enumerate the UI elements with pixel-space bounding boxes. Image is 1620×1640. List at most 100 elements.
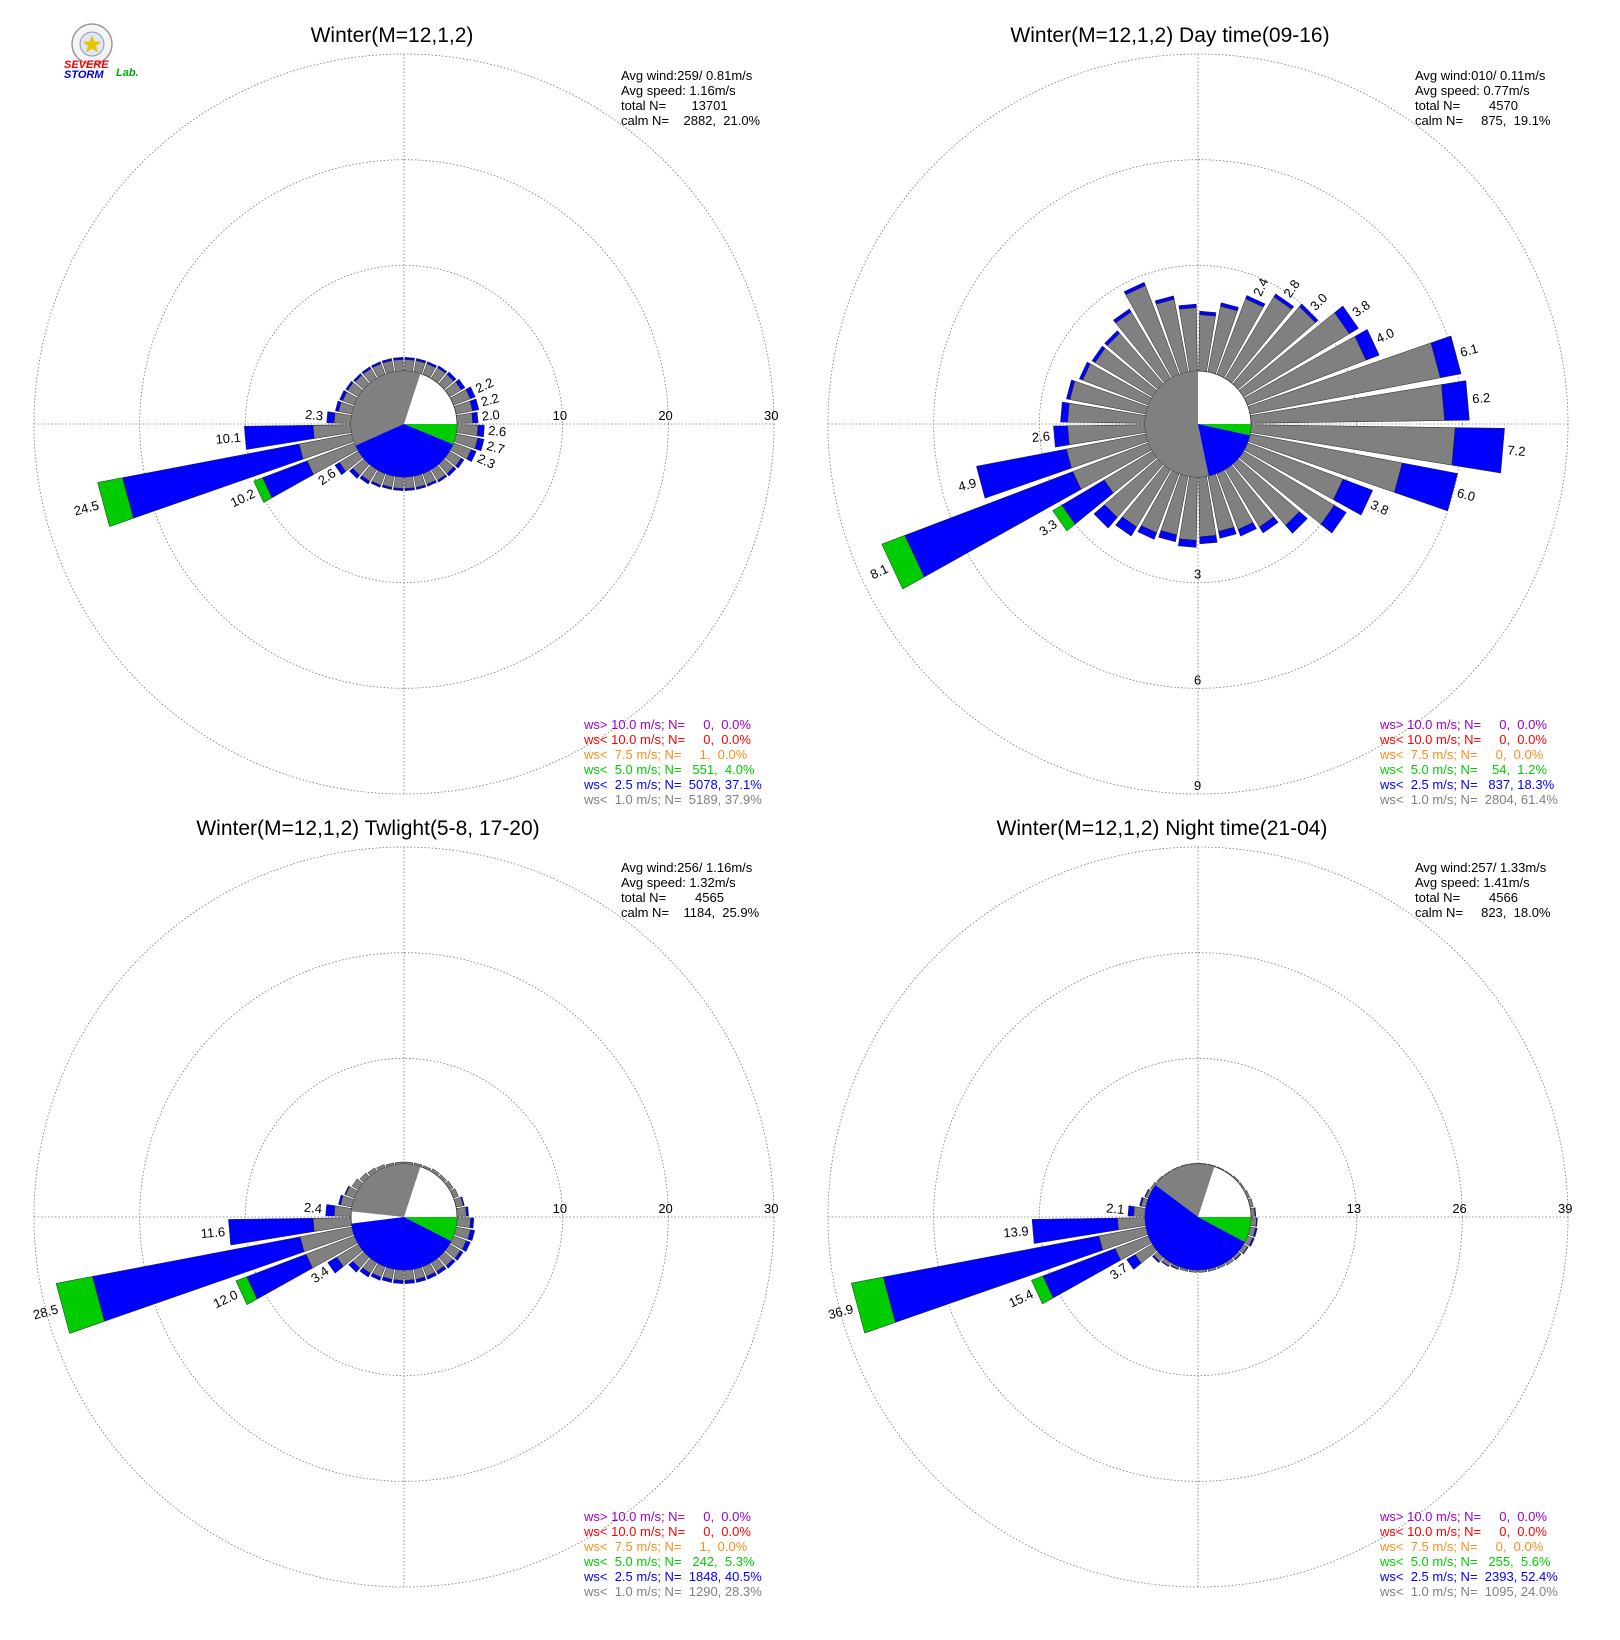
wind-petal: 7.2 bbox=[1250, 424, 1526, 474]
petal-segment-lt2-5 bbox=[327, 1256, 344, 1274]
petal-segment-lt2-5 bbox=[460, 1196, 465, 1206]
wind-petal bbox=[1198, 476, 1218, 545]
logo-text-lab: Lab. bbox=[116, 67, 139, 79]
petal-segment-lt2-5 bbox=[415, 358, 427, 364]
wind-petal: 2.8 bbox=[1224, 277, 1303, 384]
petal-segment-lt2-5 bbox=[1161, 1260, 1170, 1268]
stats-line: total N= 13701 bbox=[621, 98, 728, 113]
petal-segment-lt1 bbox=[404, 359, 415, 372]
wind-petal bbox=[339, 390, 359, 406]
petal-segment-lt1 bbox=[393, 1269, 404, 1281]
wind-rose-panel: 3692.42.83.03.84.06.16.27.26.03.83.38.14… bbox=[827, 24, 1569, 807]
petal-value-label: 2.4 bbox=[1250, 276, 1271, 299]
legend-entry: ws< 7.5 m/s; N= 0, 0.0% bbox=[1379, 1539, 1544, 1554]
wind-petal bbox=[438, 458, 457, 477]
wind-petal bbox=[1207, 302, 1239, 375]
petal-value-label: 10.1 bbox=[215, 430, 242, 447]
petal-segment-lt2-5 bbox=[465, 1206, 469, 1217]
stats-line: Avg wind:259/ 0.81m/s bbox=[621, 68, 753, 83]
calm-slice-lt5 bbox=[1198, 424, 1251, 436]
petal-segment-lt2-5 bbox=[359, 475, 371, 485]
logo-text-storm: STORM bbox=[64, 69, 104, 81]
wind-petal: 4.0 bbox=[1243, 325, 1396, 406]
wind-petal: 3.4 bbox=[308, 1243, 364, 1286]
wind-petal bbox=[349, 458, 370, 479]
petal-segment-lt2-5 bbox=[348, 1260, 361, 1273]
petal-segment-lt2-5 bbox=[445, 1258, 456, 1269]
wind-petal: 6.1 bbox=[1247, 335, 1480, 415]
wind-petal: 28.5 bbox=[31, 1226, 355, 1334]
legend-entry: ws< 10.0 m/s; N= 0, 0.0% bbox=[583, 1524, 751, 1539]
petal-segment-lt1 bbox=[393, 359, 404, 372]
wind-petal bbox=[338, 1194, 355, 1208]
petal-value-label: 2.1 bbox=[1106, 1200, 1125, 1217]
logo: SEVERE STORM Lab. bbox=[64, 23, 139, 81]
petal-segment-lt1 bbox=[456, 1217, 472, 1228]
petal-value-label: 2.8 bbox=[1280, 277, 1303, 300]
petal-segment-lt2-5 bbox=[476, 424, 485, 438]
petal-segment-lt2-5 bbox=[1178, 303, 1197, 310]
petal-segment-lt2-5 bbox=[426, 480, 437, 487]
petal-value-label: 12.0 bbox=[211, 1287, 240, 1311]
petal-segment-lt2-5 bbox=[1259, 516, 1279, 534]
wind-petal bbox=[393, 356, 404, 372]
wind-petal bbox=[1216, 469, 1257, 537]
panel-title: Winter(M=12,1,2) Day time(09-16) bbox=[1010, 24, 1329, 47]
petal-segment-lt2-5 bbox=[381, 484, 393, 490]
calm-slice-lt5 bbox=[1198, 1217, 1251, 1243]
wind-petal bbox=[438, 1251, 456, 1269]
wind-petal: 8.1 bbox=[868, 442, 1153, 590]
petal-segment-lt2-5 bbox=[1139, 1197, 1144, 1207]
petal-value-label: 6.2 bbox=[1472, 390, 1491, 407]
petal-segment-lt2-5 bbox=[1115, 516, 1137, 537]
wind-petal: 2.2 bbox=[449, 375, 496, 406]
petal-segment-lt2-5 bbox=[393, 356, 404, 361]
petal-segment-lt2-5 bbox=[1154, 295, 1175, 305]
legend-entry: ws< 2.5 m/s; N= 5078, 37.1% bbox=[583, 777, 762, 792]
petal-segment-lt2-5 bbox=[404, 1279, 415, 1285]
wind-petal bbox=[456, 1206, 469, 1217]
legend-entry: ws< 10.0 m/s; N= 0, 0.0% bbox=[583, 732, 751, 747]
petal-segment-lt5 bbox=[55, 1276, 105, 1334]
wind-petal bbox=[1060, 401, 1146, 424]
petal-segment-lt5 bbox=[253, 477, 273, 503]
petal-value-label: 3.0 bbox=[1307, 290, 1330, 313]
petal-segment-lt2-5 bbox=[361, 366, 372, 375]
petal-value-label: 6.1 bbox=[1458, 341, 1479, 360]
petal-value-label: 3.3 bbox=[1036, 516, 1059, 539]
petal-segment-lt2-5 bbox=[426, 361, 437, 368]
legend-entry: ws< 2.5 m/s; N= 1848, 40.5% bbox=[583, 1569, 762, 1584]
petal-segment-lt2-5 bbox=[370, 1273, 382, 1281]
petal-segment-lt2-5 bbox=[461, 1240, 471, 1252]
petal-segment-lt5 bbox=[1031, 1275, 1054, 1305]
petal-segment-lt2-5 bbox=[437, 365, 448, 374]
petal-value-label: 2.3 bbox=[475, 451, 498, 472]
petal-segment-lt2-5 bbox=[455, 378, 466, 391]
legend-entry: ws< 1.0 m/s; N= 2804, 61.4% bbox=[1379, 792, 1558, 807]
petal-segment-lt2-5 bbox=[1127, 1205, 1135, 1217]
wind-petal bbox=[393, 1269, 404, 1285]
petal-segment-lt2-5 bbox=[326, 411, 336, 424]
wind-petal: 2.1 bbox=[1106, 1200, 1146, 1217]
legend-entry: ws< 1.0 m/s; N= 1290, 28.3% bbox=[583, 1584, 762, 1599]
petal-segment-lt2-5 bbox=[1199, 310, 1217, 317]
legend-entry: ws< 1.0 m/s; N= 1095, 24.0% bbox=[1379, 1584, 1558, 1599]
wind-petal: 24.5 bbox=[72, 433, 355, 527]
wind-petal bbox=[1078, 361, 1153, 406]
wind-petal bbox=[456, 1217, 475, 1229]
petal-segment-lt2-5 bbox=[1170, 1265, 1179, 1270]
wind-petal bbox=[1232, 1251, 1242, 1261]
ring-tick-label: 10 bbox=[553, 1201, 567, 1216]
calm-slice-lt5 bbox=[404, 424, 457, 445]
wind-petal bbox=[404, 476, 415, 492]
wind-petal: 15.4 bbox=[1006, 1235, 1153, 1311]
wind-petal bbox=[444, 450, 465, 469]
petal-segment-lt2-5 bbox=[976, 448, 1072, 499]
wind-petal bbox=[1093, 458, 1164, 529]
wind-petal: 3.3 bbox=[1036, 450, 1158, 539]
wind-petal bbox=[1178, 303, 1198, 372]
petal-segment-lt1 bbox=[404, 476, 415, 489]
petal-value-label: 15.4 bbox=[1006, 1286, 1035, 1310]
legend-entry: ws< 10.0 m/s; N= 0, 0.0% bbox=[1379, 732, 1547, 747]
